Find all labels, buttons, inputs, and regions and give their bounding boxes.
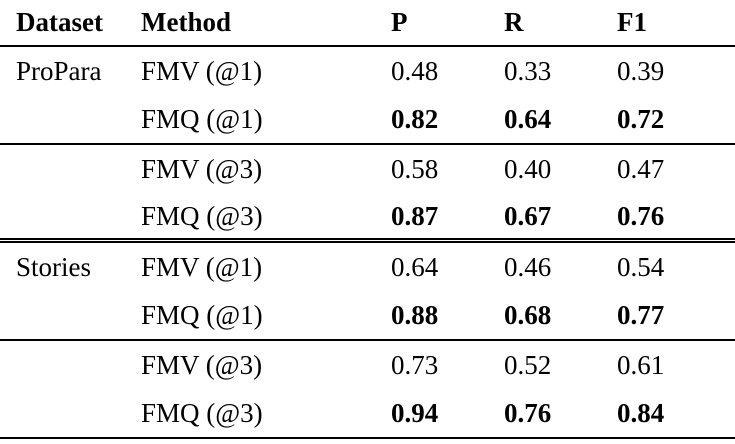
p-value: 0.82 <box>391 104 439 134</box>
r-value: 0.67 <box>504 200 552 231</box>
header-p: P <box>391 7 408 37</box>
method-cell: FMQ (@1) <box>141 300 263 330</box>
f1-value: 0.54 <box>617 252 665 282</box>
p-value: 0.73 <box>391 350 439 380</box>
table-row: FMV (@3) 0.73 0.52 0.61 <box>0 341 735 390</box>
method-cell: FMV (@1) <box>141 252 263 282</box>
method-cell: FMV (@3) <box>141 154 263 184</box>
table-row: ProPara FMV (@1) 0.48 0.33 0.39 <box>0 47 735 96</box>
r-value: 0.64 <box>504 104 552 134</box>
table-row: FMQ (@3) 0.87 0.67 0.76 <box>0 194 735 243</box>
p-value: 0.88 <box>391 300 439 330</box>
r-value: 0.76 <box>504 398 552 428</box>
table-header-row: Dataset Method P R F1 <box>0 0 735 47</box>
table-row: FMV (@3) 0.58 0.40 0.47 <box>0 145 735 194</box>
method-cell: FMV (@1) <box>141 56 263 86</box>
table-row: FMQ (@3) 0.94 0.76 0.84 <box>0 390 735 439</box>
r-value: 0.46 <box>504 252 552 282</box>
method-cell: FMV (@3) <box>141 350 263 380</box>
header-f1: F1 <box>617 7 647 37</box>
method-cell: FMQ (@1) <box>141 104 263 134</box>
f1-value: 0.61 <box>617 350 665 380</box>
table-row: FMQ (@1) 0.82 0.64 0.72 <box>0 96 735 145</box>
header-r: R <box>504 7 524 37</box>
table-row: Stories FMV (@1) 0.64 0.46 0.54 <box>0 243 735 292</box>
header-dataset: Dataset <box>16 7 103 37</box>
method-cell: FMQ (@3) <box>141 200 263 231</box>
p-value: 0.94 <box>391 398 439 428</box>
r-value: 0.33 <box>504 56 552 86</box>
dataset-cell: Stories <box>16 252 92 282</box>
p-value: 0.48 <box>391 56 439 86</box>
dataset-cell: ProPara <box>16 56 102 86</box>
f1-value: 0.39 <box>617 56 665 86</box>
p-value: 0.87 <box>391 200 439 231</box>
p-value: 0.64 <box>391 252 439 282</box>
table-row: FMQ (@1) 0.88 0.68 0.77 <box>0 292 735 341</box>
p-value: 0.58 <box>391 154 439 184</box>
f1-value: 0.76 <box>617 200 665 231</box>
r-value: 0.52 <box>504 350 552 380</box>
header-method: Method <box>141 7 231 37</box>
method-cell: FMQ (@3) <box>141 398 263 428</box>
r-value: 0.40 <box>504 154 552 184</box>
f1-value: 0.72 <box>617 104 665 134</box>
r-value: 0.68 <box>504 300 552 330</box>
f1-value: 0.84 <box>617 398 665 428</box>
f1-value: 0.47 <box>617 154 665 184</box>
f1-value: 0.77 <box>617 300 665 330</box>
